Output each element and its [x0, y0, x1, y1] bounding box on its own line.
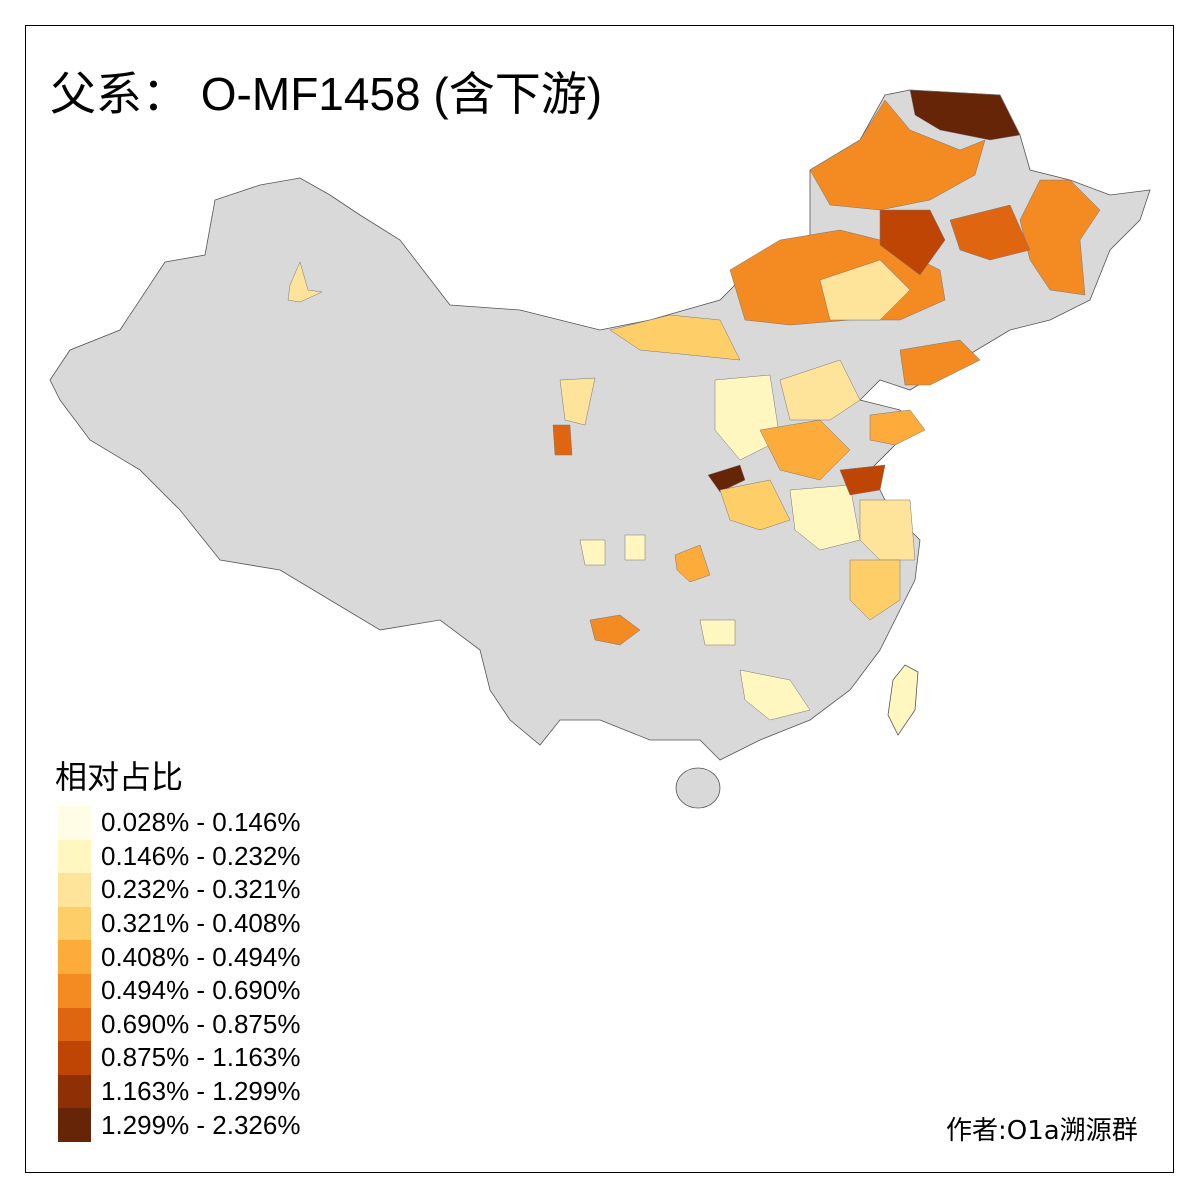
legend-label: 0.875% - 1.163%	[101, 1042, 301, 1073]
colored-region	[739, 669, 811, 721]
colored-region	[699, 619, 736, 646]
legend-item: 1.299% - 2.326%	[58, 1108, 300, 1142]
legend-item: 0.875% - 1.163%	[58, 1041, 300, 1075]
colored-region	[789, 484, 861, 551]
colored-region	[849, 559, 901, 621]
colored-region	[589, 614, 641, 646]
legend-swatch	[58, 873, 91, 907]
legend-item: 0.321% - 0.408%	[58, 906, 301, 941]
legend-swatch	[58, 1041, 91, 1075]
colored-region	[714, 374, 781, 461]
legend-item: 0.494% - 0.690%	[58, 973, 301, 1008]
colored-region	[819, 259, 911, 321]
mainland-region	[49, 89, 1151, 761]
legend-swatch	[58, 806, 91, 840]
colored-region	[559, 377, 596, 426]
colored-regions	[287, 89, 1101, 721]
figure-border	[25, 25, 1174, 1173]
legend-title: 相对占比	[55, 758, 184, 796]
legend-label: 1.299% - 2.326%	[101, 1109, 301, 1140]
legend-swatch	[58, 1108, 91, 1142]
legend-swatch	[58, 973, 91, 1008]
colored-region	[579, 539, 606, 566]
legend-swatch	[58, 906, 91, 941]
colored-region	[779, 359, 861, 421]
map-title: 父系： O-MF1458 (含下游)	[50, 68, 603, 120]
colored-region	[869, 409, 926, 446]
legend-label: 0.146% - 0.232%	[101, 840, 301, 871]
colored-region	[707, 464, 746, 493]
legend: 0.028% - 0.146% 0.146% - 0.232% 0.232% - 0…	[58, 806, 300, 1142]
legend-label: 0.408% - 0.494%	[101, 941, 301, 972]
legend-item: 0.028% - 0.146%	[58, 806, 300, 840]
colored-region	[899, 339, 981, 386]
legend-item: 1.163% - 1.299%	[58, 1074, 301, 1109]
legend-item: 0.146% - 0.232%	[58, 839, 301, 874]
legend-label: 0.321% - 0.408%	[101, 908, 301, 939]
legend-label: 0.028% - 0.146%	[101, 807, 301, 838]
legend-item: 0.232% - 0.321%	[58, 873, 300, 907]
colored-region	[949, 204, 1031, 261]
colored-region	[719, 479, 791, 531]
legend-item: 0.690% - 0.875%	[58, 1007, 301, 1042]
colored-region	[552, 424, 573, 456]
colored-region	[1019, 179, 1101, 296]
base-map	[49, 89, 1151, 809]
colored-region	[839, 464, 886, 496]
colored-region	[287, 261, 323, 303]
author-credit: 作者:O1a溯源群	[946, 1116, 1138, 1146]
colored-region	[759, 419, 851, 481]
colored-region	[624, 534, 646, 561]
legend-label: 0.232% - 0.321%	[101, 874, 301, 905]
legend-label: 1.163% - 1.299%	[101, 1076, 301, 1107]
colored-region	[809, 99, 986, 211]
legend-swatch	[58, 1074, 91, 1109]
legend-swatch	[58, 839, 91, 874]
legend-swatch	[58, 1007, 91, 1042]
colored-region	[879, 209, 946, 276]
taiwan-region	[887, 664, 919, 736]
legend-label: 0.494% - 0.690%	[101, 975, 301, 1006]
colored-region	[909, 89, 1021, 141]
colored-region	[609, 314, 741, 361]
colored-region	[674, 544, 711, 583]
hainan-region	[675, 767, 721, 809]
legend-item: 0.408% - 0.494%	[58, 940, 300, 974]
legend-label: 0.690% - 0.875%	[101, 1008, 301, 1039]
legend-swatch	[58, 940, 91, 974]
